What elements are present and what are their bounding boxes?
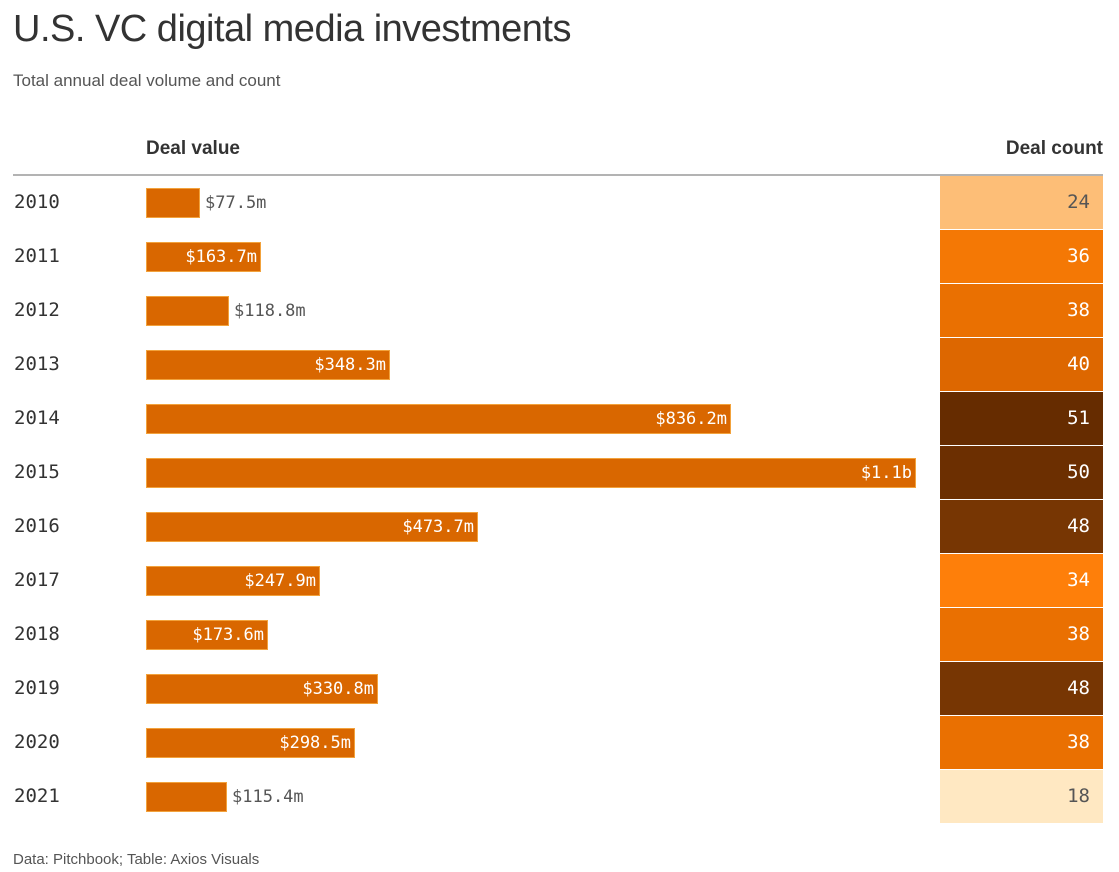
table-row: 2018 $173.6m 38: [13, 608, 1103, 662]
deal-count-value: 48: [1067, 515, 1090, 537]
table-row: 2012 $118.8m 38: [13, 284, 1103, 338]
source-note: Data: Pitchbook; Table: Axios Visuals: [13, 851, 260, 868]
deal-count-cell: 38: [940, 608, 1103, 662]
year-label: 2018: [14, 623, 60, 645]
table-row: 2019 $330.8m 48: [13, 662, 1103, 716]
year-label: 2017: [14, 569, 60, 591]
deal-value-label: $115.4m: [232, 787, 304, 807]
deal-value-bar: [146, 458, 916, 488]
deal-value-bar: [146, 512, 478, 542]
deal-value-label: $173.6m: [192, 625, 264, 645]
deal-value-bar: [146, 728, 355, 758]
chart-subtitle: Total annual deal volume and count: [13, 71, 281, 90]
deal-count-value: 18: [1067, 785, 1090, 807]
deal-value-label: $298.5m: [279, 733, 351, 753]
deal-value-bar: [146, 242, 261, 272]
deal-count-cell: 34: [940, 554, 1103, 608]
bar-track: $163.7m: [146, 242, 916, 272]
deal-value-label: $77.5m: [205, 193, 267, 213]
data-table: 2010 $77.5m 24 2011 $163.7m 36 2012 $118.8m 38 20…: [13, 176, 1103, 824]
deal-value-label: $836.2m: [655, 409, 727, 429]
deal-count-cell: 38: [940, 716, 1103, 770]
bar-track: $118.8m: [146, 296, 916, 326]
year-label: 2011: [14, 245, 60, 267]
year-label: 2021: [14, 785, 60, 807]
bar-track: $298.5m: [146, 728, 916, 758]
deal-value-bar: [146, 188, 200, 218]
deal-count-value: 38: [1067, 731, 1090, 753]
bar-track: $330.8m: [146, 674, 916, 704]
table-row: 2020 $298.5m 38: [13, 716, 1103, 770]
bar-track: $115.4m: [146, 782, 916, 812]
table-row: 2021 $115.4m 18: [13, 770, 1103, 824]
year-label: 2016: [14, 515, 60, 537]
column-header-deal-value: Deal value: [146, 138, 240, 159]
deal-count-value: 50: [1067, 461, 1090, 483]
year-label: 2015: [14, 461, 60, 483]
deal-count-cell: 48: [940, 662, 1103, 716]
deal-count-cell: 38: [940, 284, 1103, 338]
table-row: 2011 $163.7m 36: [13, 230, 1103, 284]
deal-value-label: $348.3m: [314, 355, 386, 375]
bar-track: $77.5m: [146, 188, 916, 218]
bar-track: $1.1b: [146, 458, 916, 488]
table-row: 2010 $77.5m 24: [13, 176, 1103, 230]
deal-count-value: 38: [1067, 299, 1090, 321]
deal-count-value: 38: [1067, 623, 1090, 645]
header-divider: [13, 174, 1103, 176]
deal-value-label: $330.8m: [302, 679, 374, 699]
deal-value-bar: [146, 674, 378, 704]
bar-track: $473.7m: [146, 512, 916, 542]
year-label: 2019: [14, 677, 60, 699]
year-label: 2012: [14, 299, 60, 321]
deal-value-label: $247.9m: [244, 571, 316, 591]
deal-value-bar: [146, 620, 268, 650]
table-row: 2016 $473.7m 48: [13, 500, 1103, 554]
year-label: 2014: [14, 407, 60, 429]
deal-count-cell: 24: [940, 176, 1103, 230]
deal-count-cell: 48: [940, 500, 1103, 554]
deal-value-bar: [146, 296, 229, 326]
year-label: 2010: [14, 191, 60, 213]
deal-value-bar: [146, 782, 227, 812]
deal-count-value: 34: [1067, 569, 1090, 591]
table-row: 2017 $247.9m 34: [13, 554, 1103, 608]
chart-title: U.S. VC digital media investments: [13, 8, 571, 50]
deal-count-value: 48: [1067, 677, 1090, 699]
table-row: 2014 $836.2m 51: [13, 392, 1103, 446]
bar-track: $836.2m: [146, 404, 916, 434]
deal-count-cell: 50: [940, 446, 1103, 500]
deal-value-label: $163.7m: [185, 247, 257, 267]
deal-count-value: 24: [1067, 191, 1090, 213]
deal-value-label: $118.8m: [234, 301, 306, 321]
deal-count-value: 51: [1067, 407, 1090, 429]
deal-count-cell: 18: [940, 770, 1103, 824]
deal-value-bar: [146, 404, 731, 434]
deal-count-cell: 40: [940, 338, 1103, 392]
bar-track: $173.6m: [146, 620, 916, 650]
year-label: 2020: [14, 731, 60, 753]
year-label: 2013: [14, 353, 60, 375]
deal-count-value: 40: [1067, 353, 1090, 375]
bar-track: $348.3m: [146, 350, 916, 380]
deal-count-cell: 36: [940, 230, 1103, 284]
deal-count-cell: 51: [940, 392, 1103, 446]
table-row: 2015 $1.1b 50: [13, 446, 1103, 500]
deal-value-bar: [146, 566, 320, 596]
deal-value-label: $473.7m: [402, 517, 474, 537]
deal-count-value: 36: [1067, 245, 1090, 267]
bar-track: $247.9m: [146, 566, 916, 596]
table-row: 2013 $348.3m 40: [13, 338, 1103, 392]
deal-value-bar: [146, 350, 390, 380]
column-header-deal-count: Deal count: [1005, 138, 1103, 159]
deal-value-label: $1.1b: [860, 463, 912, 483]
